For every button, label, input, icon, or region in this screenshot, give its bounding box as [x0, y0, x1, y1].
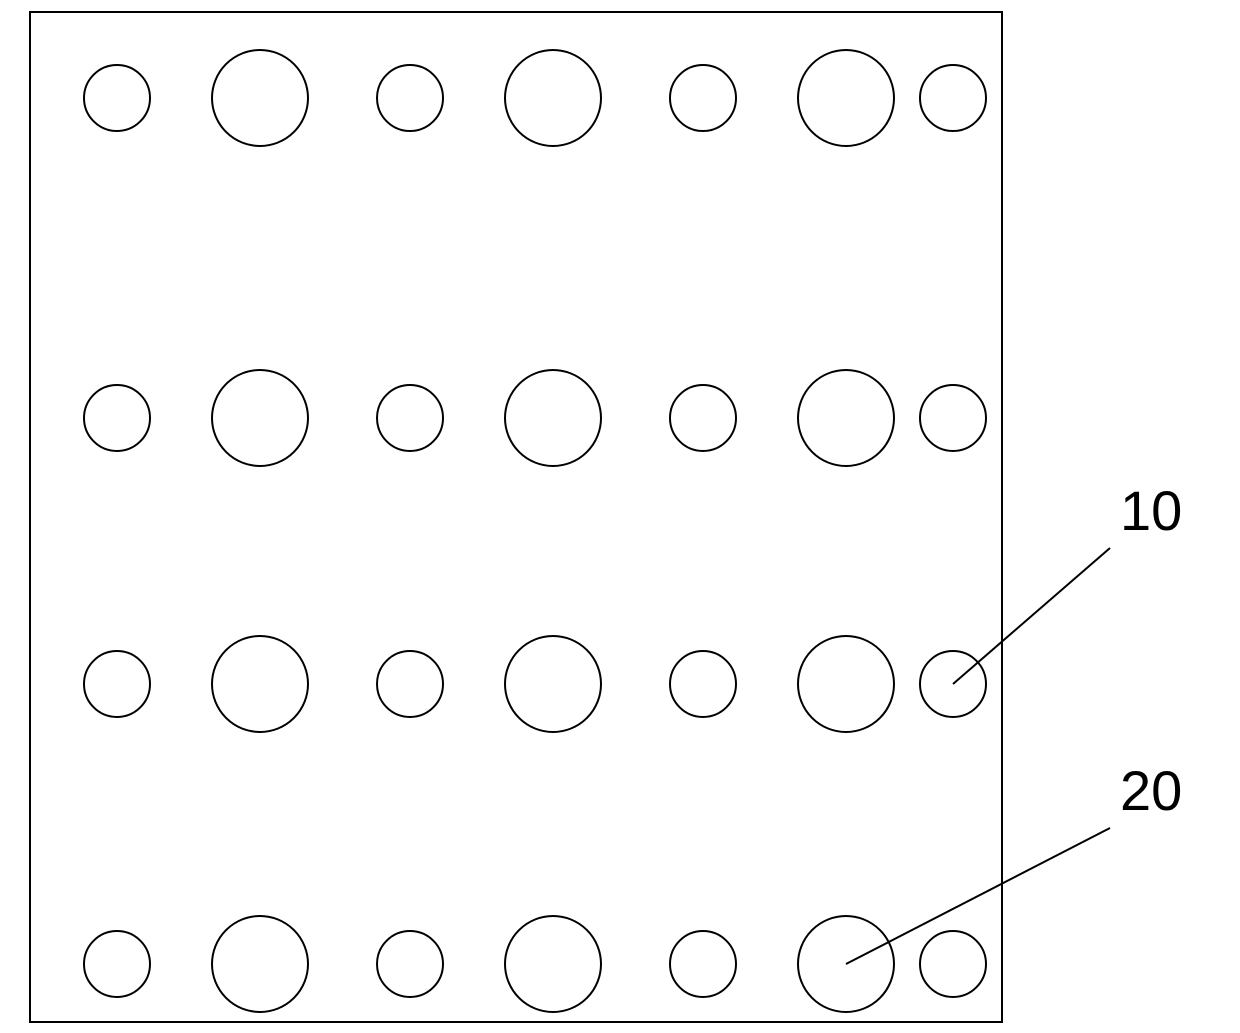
circle-r0-c4: [670, 65, 736, 131]
diagram-container: 10 20: [0, 0, 1240, 1033]
label-10: 10: [1120, 479, 1182, 542]
circle-r0-c1: [212, 50, 308, 146]
circle-r2-c2: [377, 651, 443, 717]
circle-r3-c3: [505, 916, 601, 1012]
circle-r2-c5: [798, 636, 894, 732]
circle-r1-c2: [377, 385, 443, 451]
circle-r0-c2: [377, 65, 443, 131]
circle-r3-c6: [920, 931, 986, 997]
circle-r0-c0: [84, 65, 150, 131]
circle-r2-c4: [670, 651, 736, 717]
label-20: 20: [1120, 759, 1182, 822]
circle-r1-c4: [670, 385, 736, 451]
circle-r1-c6: [920, 385, 986, 451]
circle-r3-c2: [377, 931, 443, 997]
circle-r3-c1: [212, 916, 308, 1012]
diagram-frame: [30, 12, 1002, 1022]
circle-r1-c3: [505, 370, 601, 466]
circle-r0-c6: [920, 65, 986, 131]
label-10-leader: [953, 548, 1110, 684]
circle-r1-c5: [798, 370, 894, 466]
circle-r1-c0: [84, 385, 150, 451]
circle-r1-c1: [212, 370, 308, 466]
circle-r0-c5: [798, 50, 894, 146]
circle-r3-c0: [84, 931, 150, 997]
circle-r2-c3: [505, 636, 601, 732]
circle-r0-c3: [505, 50, 601, 146]
circle-r2-c0: [84, 651, 150, 717]
diagram-svg: 10 20: [0, 0, 1240, 1033]
circle-r2-c1: [212, 636, 308, 732]
circle-r3-c4: [670, 931, 736, 997]
